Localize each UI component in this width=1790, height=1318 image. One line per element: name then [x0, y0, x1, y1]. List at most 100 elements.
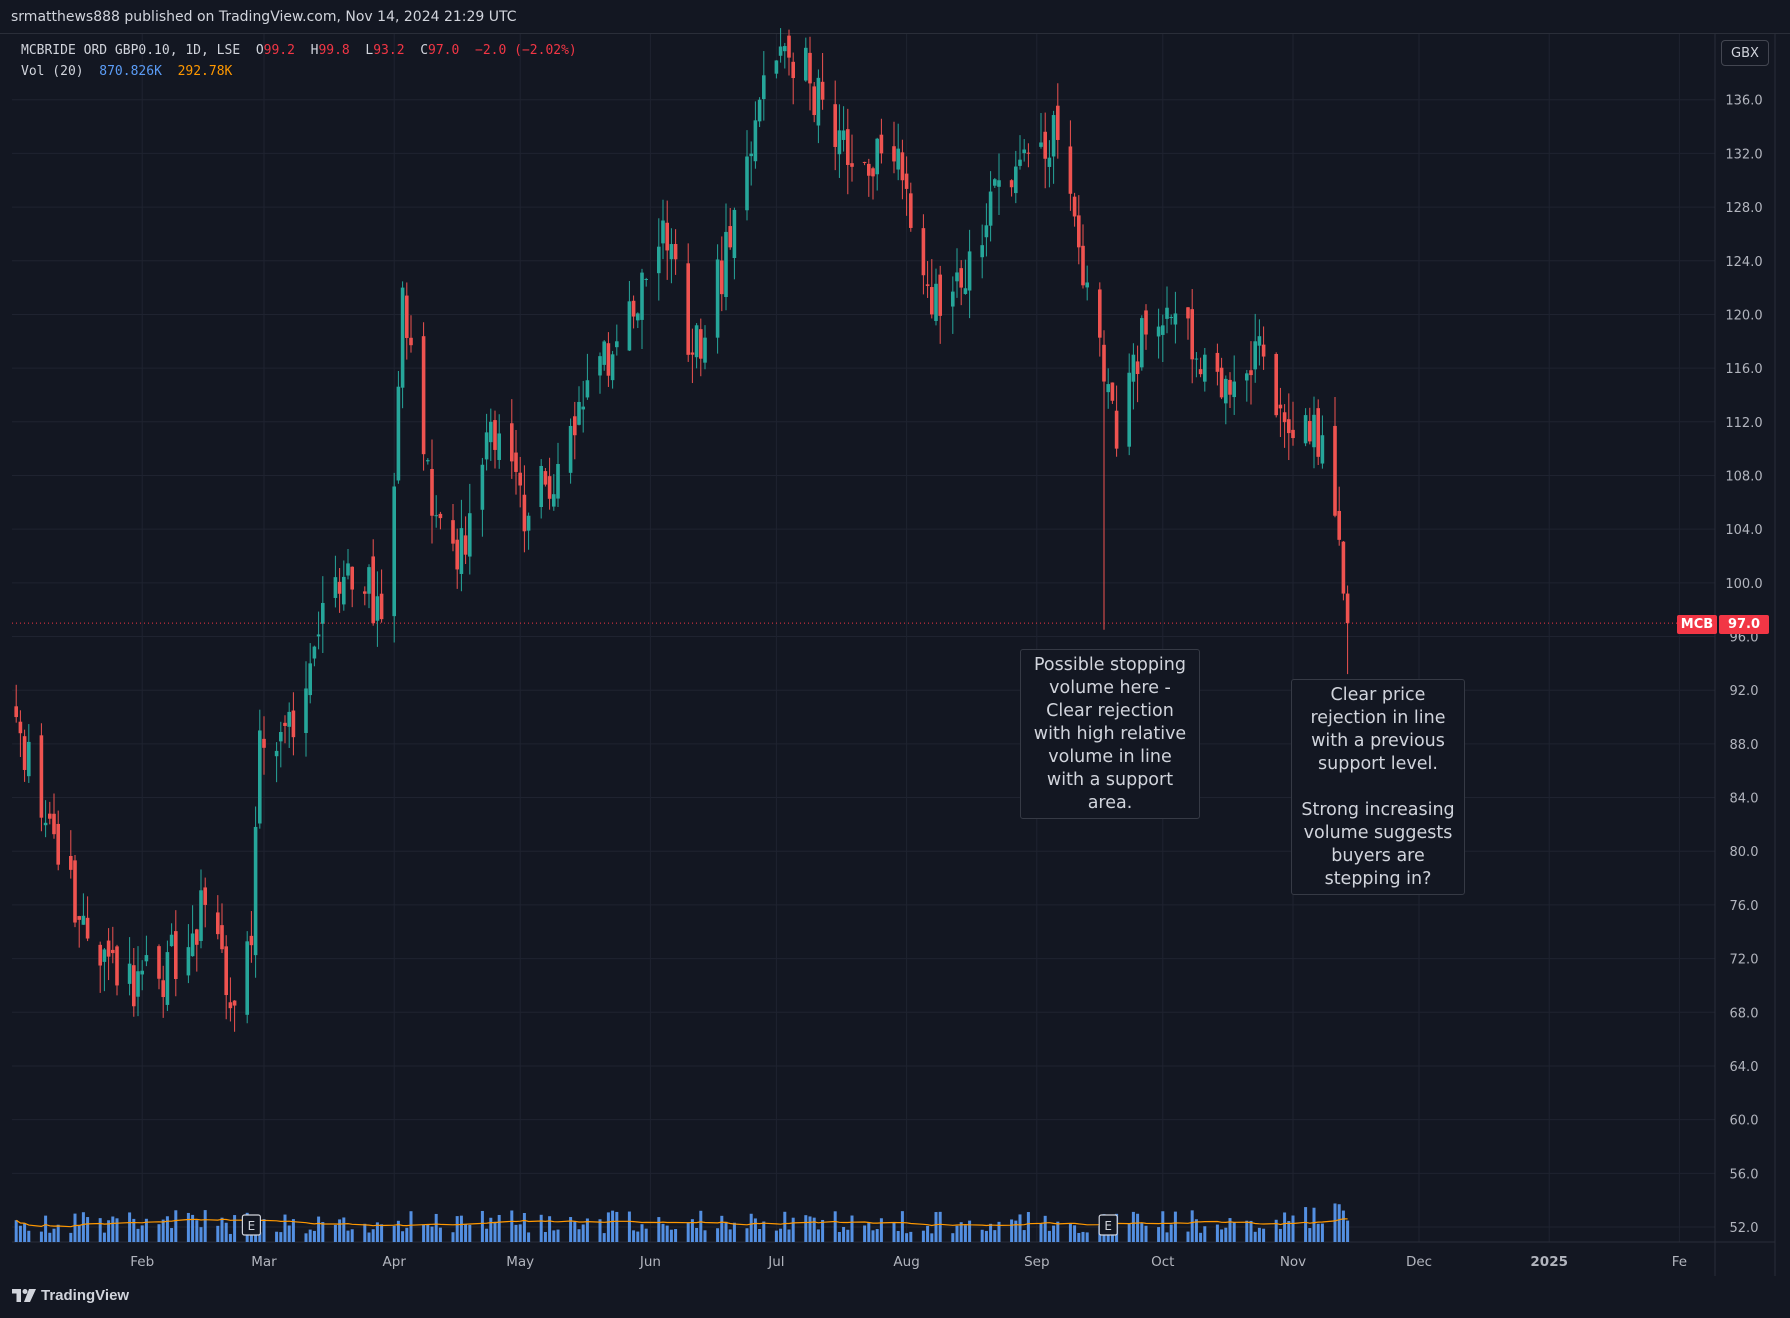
candle-body [1026, 152, 1031, 154]
volume-bar [1312, 1207, 1316, 1242]
symbol-title[interactable]: MCBRIDE ORD GBP0.10, 1D, LSE [21, 43, 241, 58]
candle-body [1106, 384, 1110, 393]
volume-bar [107, 1220, 111, 1242]
volume-bar [1169, 1224, 1173, 1242]
candle-body [136, 971, 140, 997]
tradingview-logo[interactable]: TradingView [12, 1287, 129, 1304]
candle-body [426, 460, 430, 462]
volume-bar [720, 1215, 724, 1242]
currency-button[interactable]: GBX [1721, 40, 1769, 66]
volume-bar [1283, 1212, 1287, 1242]
volume-bar [401, 1231, 405, 1242]
price-badge-value: 97.0 [1719, 615, 1769, 634]
volume-bar [749, 1213, 753, 1242]
candle-body [1261, 344, 1266, 357]
candle-body [627, 301, 632, 351]
volume-value: 870.826K [99, 64, 162, 79]
candle-body [203, 887, 207, 905]
candle-body [522, 494, 527, 532]
candle-body [111, 949, 115, 954]
candle-body [867, 163, 871, 176]
low-label: L [365, 43, 374, 58]
candle-body [749, 153, 753, 157]
candle-body [543, 471, 548, 485]
close-label: C [420, 43, 429, 58]
volume-bar [921, 1230, 925, 1242]
volume-bar [615, 1211, 619, 1242]
candle-body [39, 735, 44, 818]
candle-body [333, 577, 338, 598]
volume-bar [1274, 1219, 1278, 1242]
candle-body [997, 180, 1001, 187]
candle-body [720, 260, 724, 295]
volume-bar [661, 1223, 665, 1242]
candle-body [77, 916, 81, 920]
plot-area [12, 34, 1715, 1242]
candle-body [921, 228, 926, 276]
candle-body [489, 421, 493, 443]
volume-bar [1262, 1228, 1266, 1242]
volume-bar [879, 1218, 883, 1242]
candle-body [552, 494, 556, 507]
candle-body [81, 915, 86, 925]
candle-body [556, 463, 560, 499]
volume-bar [464, 1224, 468, 1242]
volume-bar [1014, 1220, 1018, 1242]
candle-body [610, 354, 615, 381]
volume-bar [867, 1222, 871, 1242]
volume-bar [690, 1219, 694, 1242]
candle-body [573, 416, 577, 436]
candle-body [774, 60, 779, 74]
candle-body [350, 566, 354, 590]
volume-bar [1077, 1232, 1081, 1242]
volume-bar [669, 1229, 673, 1242]
volume-bar [321, 1222, 325, 1242]
candle-body [1257, 336, 1262, 346]
annotation-price-rejection[interactable]: Clear price rejection in line with a pre… [1291, 679, 1465, 895]
candle-body [228, 1002, 233, 1009]
volume-bar [1253, 1231, 1257, 1242]
candle-body [732, 209, 737, 259]
volume-bar [791, 1217, 795, 1242]
volume-bar [52, 1228, 56, 1242]
volume-bar [1010, 1219, 1014, 1242]
volume-bar [165, 1216, 169, 1242]
candle-body [959, 268, 963, 288]
volume-bar [787, 1229, 791, 1242]
candle-body [783, 46, 787, 52]
volume-bar [556, 1229, 560, 1242]
candle-body [715, 259, 720, 338]
time-tick-label: May [506, 1254, 534, 1270]
candle-body [577, 401, 581, 425]
volume-bar [934, 1212, 938, 1242]
volume-bar [39, 1231, 43, 1242]
candle-body [1077, 215, 1081, 248]
volume-bar [640, 1224, 644, 1242]
candle-body [1190, 309, 1194, 360]
candle-body [757, 99, 762, 122]
volume-bar [900, 1211, 904, 1242]
candle-body [1312, 414, 1316, 448]
candle-body [951, 291, 955, 307]
candle-body [232, 1000, 237, 1006]
candle-body [904, 173, 909, 189]
candle-body [963, 288, 968, 294]
volume-bar [128, 1212, 132, 1242]
annotation-stopping-volume[interactable]: Possible stopping volume here - Clear re… [1020, 649, 1200, 819]
earnings-marker-label: E [1104, 1219, 1112, 1233]
price-tick-label: 96.0 [1730, 631, 1759, 646]
volume-label[interactable]: Vol (20) [21, 64, 84, 79]
candle-body [1345, 593, 1350, 624]
candle-body [1333, 425, 1337, 516]
volume-bar [552, 1230, 556, 1242]
close-value: 97.0 [428, 43, 460, 58]
volume-bar [161, 1219, 165, 1242]
tradingview-logo-icon [12, 1289, 36, 1302]
volume-bar [1194, 1219, 1198, 1242]
volume-bar [686, 1222, 690, 1242]
candle-body [396, 386, 401, 481]
volume-bar [1073, 1225, 1077, 1242]
candle-body [820, 81, 825, 100]
candle-body [812, 86, 816, 116]
